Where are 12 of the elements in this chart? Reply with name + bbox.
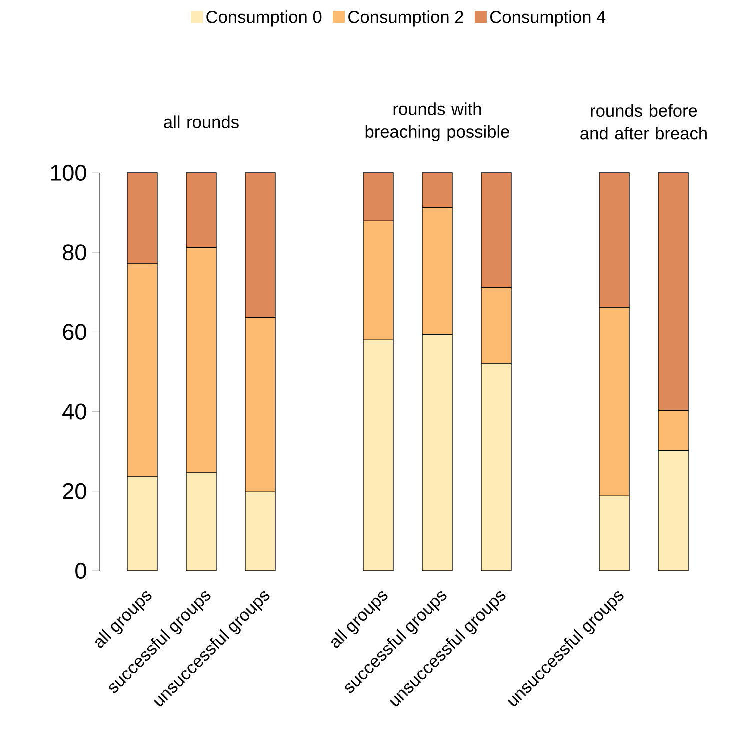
- legend-label: Consumption 4: [490, 10, 606, 27]
- y-tick-label: 20: [63, 483, 86, 500]
- y-tick-label: 40: [62, 404, 86, 420]
- y-tick-label: 60: [63, 324, 86, 340]
- text: rounds before and after breach: [580, 104, 707, 140]
- text: rounds with breaching possible: [366, 102, 510, 142]
- legend-label: Consumption 2: [348, 10, 464, 27]
- y-tick-label: 0: [76, 562, 86, 580]
- y-tick-label: 80: [63, 244, 86, 261]
- text: all rounds: [164, 116, 239, 128]
- y-tick-label: 100: [51, 164, 86, 182]
- legend-label: Consumption 0: [206, 10, 322, 27]
